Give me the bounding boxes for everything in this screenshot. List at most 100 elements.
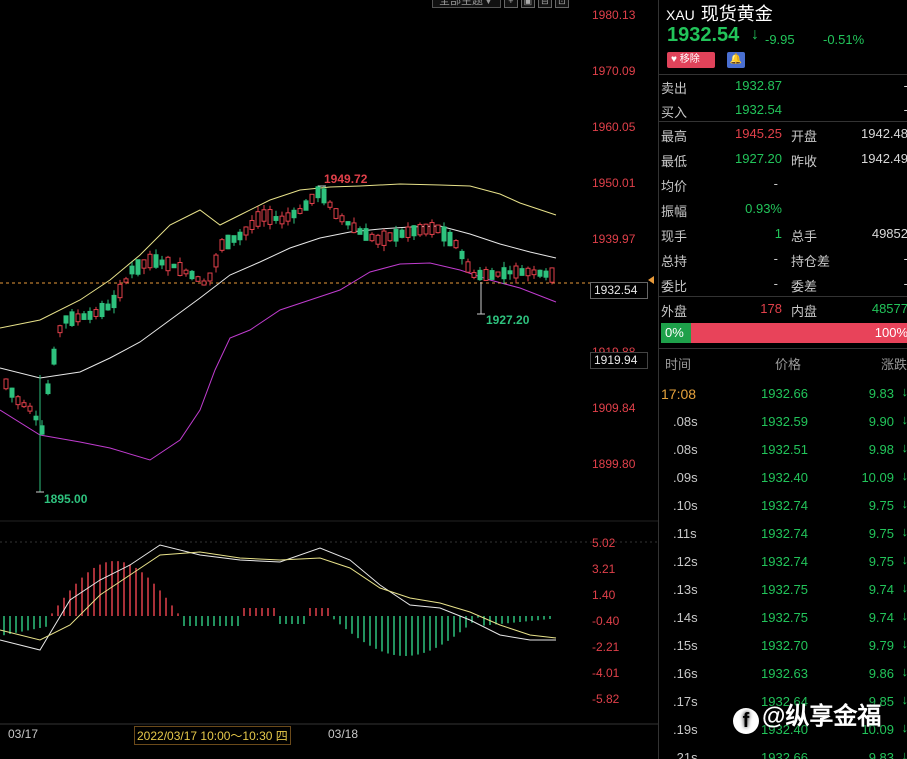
candle-body [393,228,399,242]
candle-body [369,233,375,242]
tick-row: .15s 1932.70 9.79 ↓ [659,634,907,662]
candle-body [93,309,99,317]
maximize-button[interactable]: ⊡ [554,0,569,8]
candle-body [429,222,435,235]
candle-body [387,232,393,242]
candle-body [351,222,357,234]
tick-time: .12s [673,554,698,569]
price-change-percent: -0.51% [823,32,865,47]
macd-tick-label: -0.40 [592,614,620,628]
quote-value: 1927.20 [735,151,782,166]
macd-dif-line [0,544,556,651]
chart-toolbar: 全部主题▼ + ▣ ⊟ ⊡ [432,0,569,10]
candle-body [327,201,333,208]
minimize-button[interactable]: ⊟ [537,0,552,8]
tick-time: .21s [673,750,698,759]
tick-time: .08s [673,442,698,457]
candle-body [411,225,417,237]
theme-select[interactable]: 全部主题▼ [432,0,501,8]
high-annotation: 1949.72 [324,172,368,186]
tick-change: 9.85 [868,694,894,709]
tick-time: .08s [673,414,698,429]
buy-sell-ratio-bar: 0% 100% [661,323,907,343]
remove-watchlist-button[interactable]: ♥ 移除 [667,52,715,68]
watermark-text: @纵享金福 [762,703,882,730]
candle-body [33,415,39,421]
divider [659,296,907,297]
candle-body [549,267,555,283]
candle-body [495,271,501,277]
macd-tick-label: 1.40 [592,588,616,602]
tick-change: 9.74 [868,582,894,597]
quote-row: 最高 1945.25 开盘 1942.48 [659,122,907,147]
tick-price: 1932.63 [761,666,808,681]
tick-time: .19s [673,722,698,737]
down-arrow-icon: ↓ [902,468,907,483]
candle-body [297,208,303,214]
instrument-name: 现货黄金 [700,4,773,24]
candle-body [9,387,15,398]
tick-row: .14s 1932.75 9.74 ↓ [659,606,907,634]
quote-value-2: - [904,102,907,117]
layout-button[interactable]: ▣ [520,0,535,8]
quote-value: 1932.54 [735,102,782,117]
tick-price: 1932.70 [761,638,808,653]
quote-label-2: 内盘 [791,304,818,319]
tick-row: .16s 1932.63 9.86 ↓ [659,662,907,690]
quote-row: 卖出 1932.87 - [659,74,907,99]
divider [659,74,907,75]
quote-label-2: 持仓差 [791,254,831,269]
tick-header-price: 价格 [775,357,802,372]
bell-icon[interactable]: 🔔 [727,52,745,68]
candle-body [465,261,471,273]
lower-band-line [0,262,557,461]
quote-row: 外盘 178 内盘 48577 [659,297,907,322]
tick-row: .17s 1932.64 9.85 ↓ [659,690,907,718]
last-price: 1932.54 [667,24,740,46]
add-button[interactable]: + [503,0,518,8]
tick-price: 1932.66 [761,750,808,759]
price-change: -9.95 [765,32,795,47]
candle-body [81,313,87,320]
quote-panel: XAU 现货黄金 1932.54 ↓ -9.95 -0.51% ♥ 移除 🔔 卖出… [658,0,907,759]
tick-row: .08s 1932.51 9.98 ↓ [659,438,907,466]
candle-body [447,231,453,247]
macd-tick-label: -2.21 [592,640,620,654]
quote-row: 总持-持仓差- [659,247,907,272]
candle-body [69,311,75,326]
y-tick-label: 1899.80 [592,457,636,471]
tick-price: 1932.66 [761,386,808,401]
candle-body [375,234,381,245]
candle-body [471,272,477,278]
candle-body [453,240,459,249]
candle-body [417,224,423,236]
tick-header-change: 涨跌 [881,357,907,372]
buy-ratio-label: 0% [665,325,684,340]
macd-tick-label: -4.01 [592,666,620,680]
low-annotation: 1895.00 [44,492,88,506]
candle-body [321,188,327,204]
quote-row: 最低 1927.20 昨收 1942.49 [659,147,907,172]
tick-change: 9.75 [868,554,894,569]
tick-time: .13s [673,582,698,597]
down-arrow-icon: ↓ [902,664,907,679]
divider [659,121,907,122]
quote-value-2: 49852 [871,226,907,241]
down-arrow-icon: ↓ [902,412,907,427]
candle-body [225,234,231,250]
tick-change: 10.09 [861,722,894,737]
tick-change: 9.83 [868,386,894,401]
chart-panel[interactable]: 1949.72 1927.20 1895.00 全部主题▼ + ▣ ⊟ ⊡ 1980… [0,0,658,759]
tick-row: .11s 1932.74 9.75 ↓ [659,522,907,550]
quote-label: 卖出 [661,81,688,96]
quote-value: - [773,176,778,191]
upper-band-line [0,183,557,329]
candle-body [441,226,447,242]
tick-change: 9.79 [868,638,894,653]
candlestick-chart[interactable]: 1949.72 1927.20 1895.00 [0,0,658,759]
tick-price: 1932.51 [761,442,808,457]
candle-body [423,223,429,235]
quote-value-2: - [904,78,907,93]
y-tick-label: 1980.13 [592,8,636,22]
tick-time: .15s [673,638,698,653]
